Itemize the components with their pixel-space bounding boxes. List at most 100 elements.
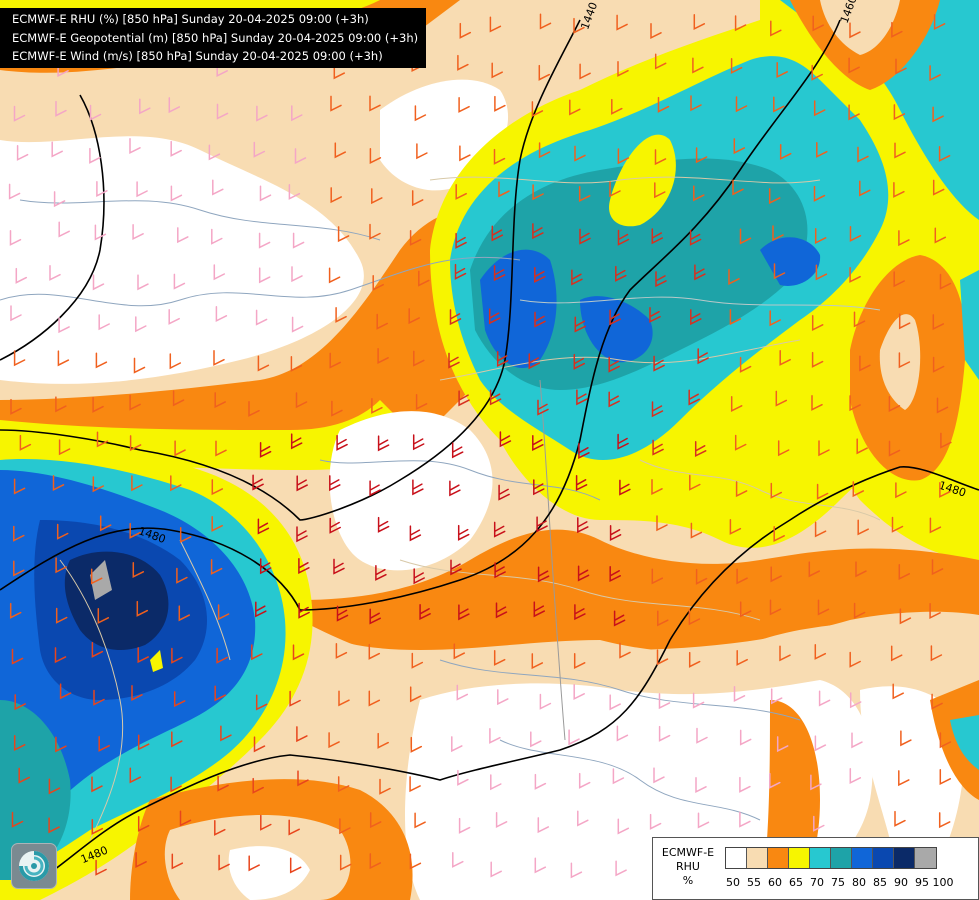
wind-barb — [574, 316, 587, 333]
wind-barb — [52, 475, 65, 492]
wind-barb — [616, 14, 628, 31]
wind-barb — [409, 525, 422, 542]
wind-barb — [571, 269, 583, 286]
wind-barb — [808, 561, 821, 578]
wind-barb — [413, 568, 425, 585]
legend-swatch — [894, 848, 915, 868]
wind-barb — [894, 810, 906, 827]
wind-barb — [296, 726, 308, 743]
wind-barb — [574, 145, 586, 162]
wind-barb — [930, 645, 943, 662]
wind-barb — [531, 101, 544, 118]
legend-tick-label: 95 — [915, 876, 929, 889]
legend-tick-label: 100 — [932, 876, 954, 889]
wind-barb — [534, 857, 547, 874]
wind-barb — [170, 185, 183, 202]
wind-barb — [732, 179, 744, 196]
wind-barb — [409, 776, 421, 793]
wind-barb — [456, 684, 469, 701]
legend-tick-label: 70 — [810, 876, 824, 889]
wind-barb — [131, 685, 143, 702]
wind-barb — [813, 185, 826, 202]
wind-barb — [133, 357, 146, 374]
wind-barb — [579, 228, 591, 245]
wind-barb — [853, 602, 866, 619]
wind-barb — [13, 735, 26, 752]
wind-barb — [292, 232, 305, 249]
legend-title: ECMWF-E RHU % — [653, 846, 723, 888]
wind-barb — [613, 610, 626, 627]
wind-barb — [10, 305, 22, 322]
wind-barb — [849, 266, 861, 283]
wind-barb — [259, 558, 272, 575]
wind-barb — [252, 474, 264, 491]
wind-barb — [729, 309, 742, 326]
wind-barb — [329, 517, 341, 534]
wind-barb — [815, 264, 828, 281]
wind-barb — [532, 184, 544, 201]
wind-barb — [215, 306, 228, 323]
wind-barb — [129, 435, 142, 452]
wind-barb — [298, 558, 310, 575]
wind-barb — [457, 54, 469, 71]
wind-barb — [368, 690, 381, 707]
wind-barb — [856, 438, 868, 455]
wind-barb — [658, 725, 671, 742]
wind-barb — [212, 179, 224, 196]
wind-barb — [58, 317, 70, 334]
legend-swatch — [873, 848, 894, 868]
wind-barb — [137, 734, 150, 751]
wind-barb — [615, 265, 627, 282]
wind-barb — [291, 266, 303, 283]
wind-barb — [612, 768, 625, 785]
wind-barb — [8, 183, 21, 200]
wind-barb — [539, 693, 552, 710]
wind-barb — [656, 515, 668, 532]
wind-barb — [129, 522, 141, 539]
wind-barb — [248, 400, 260, 417]
wind-barb — [695, 777, 707, 794]
wind-barb — [657, 610, 669, 627]
wind-barb — [534, 773, 547, 790]
wind-barb — [777, 440, 790, 457]
wind-barb — [617, 433, 629, 450]
wind-barb — [98, 314, 110, 331]
wind-barb — [739, 601, 752, 618]
legend-tick-label: 80 — [852, 876, 866, 889]
wind-barb — [895, 482, 907, 499]
wind-barb — [459, 22, 472, 39]
wind-barb — [651, 228, 664, 245]
wind-barb — [449, 480, 461, 497]
wind-barb — [488, 308, 501, 325]
wind-barb — [215, 440, 227, 457]
wind-barb — [455, 183, 467, 200]
wind-barb — [379, 778, 391, 795]
wind-barb — [55, 607, 68, 624]
wind-barb — [493, 265, 506, 282]
wind-barb — [410, 736, 423, 753]
wind-barb — [608, 356, 620, 373]
wind-barb — [453, 643, 466, 660]
wind-barb — [617, 60, 629, 77]
wind-barb — [770, 482, 783, 499]
legend-title-variable: RHU — [676, 860, 700, 873]
wind-barb — [259, 185, 272, 202]
wind-barb — [609, 566, 621, 583]
wind-barb — [330, 95, 342, 112]
wind-barb — [54, 647, 67, 664]
wind-barb — [694, 264, 706, 281]
wind-barb — [609, 181, 621, 198]
wind-barb — [135, 316, 147, 333]
legend-title-model: ECMWF-E — [661, 846, 715, 859]
wind-barb — [458, 604, 470, 621]
wind-barb — [412, 479, 424, 496]
wind-barb — [938, 812, 951, 829]
wind-barb — [89, 104, 102, 121]
wind-barb — [939, 769, 952, 786]
wind-barb — [575, 475, 588, 492]
wind-barb — [257, 355, 270, 372]
wind-barb — [137, 274, 149, 291]
wind-barb — [13, 525, 25, 542]
legend-swatch — [747, 848, 768, 868]
